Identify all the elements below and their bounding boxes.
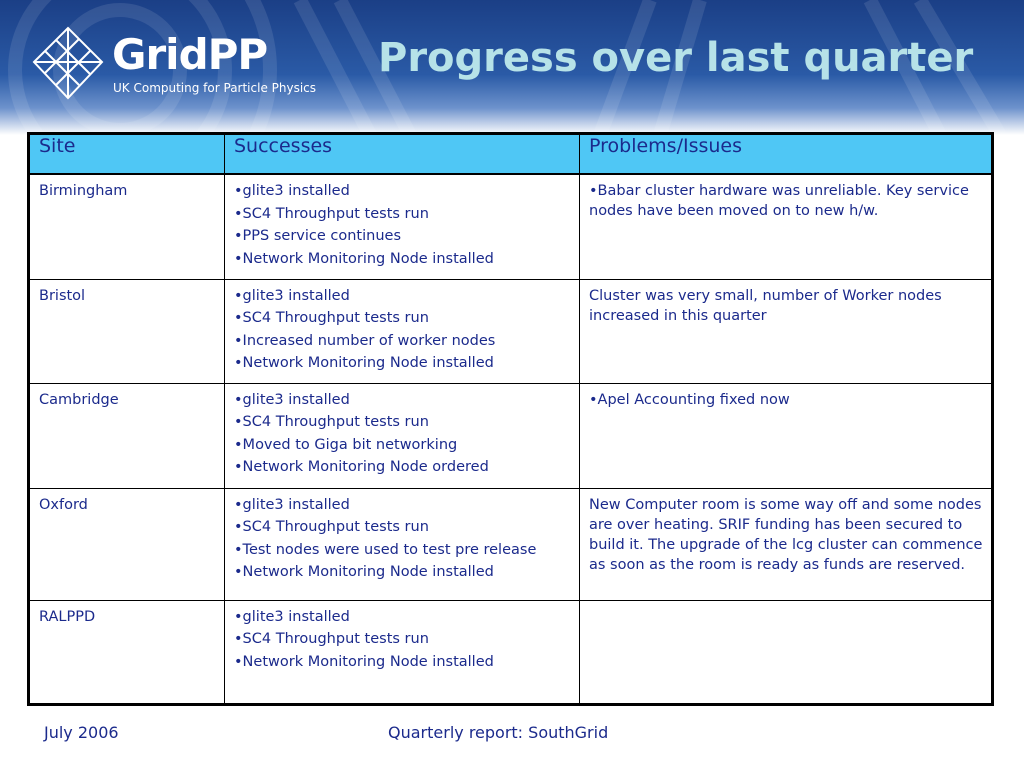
success-item: •glite3 installed [234, 608, 350, 625]
problems-cell: Cluster was very small, number of Worker… [579, 278, 993, 384]
successes-cell: •glite3 installed •SC4 Throughput tests … [224, 382, 580, 489]
successes-cell: •glite3 installed •SC4 Throughput tests … [224, 599, 580, 705]
success-item: •Network Monitoring Node installed [234, 250, 494, 267]
problems-cell: •Apel Accounting fixed now [579, 382, 993, 489]
column-header-site: Site [28, 133, 225, 175]
successes-cell: •glite3 installed •SC4 Throughput tests … [224, 487, 580, 601]
column-header-successes: Successes [224, 133, 580, 175]
site-cell: RALPPD [28, 599, 225, 705]
slide-title: Progress over last quarter [378, 35, 974, 81]
grid-logo-icon [32, 26, 104, 100]
success-item: •Moved to Giga bit networking [234, 436, 458, 453]
success-item: •Network Monitoring Node installed [234, 653, 494, 670]
table-row: Oxford •glite3 installed •SC4 Throughput… [28, 487, 993, 601]
problems-cell [579, 599, 993, 705]
success-item: •SC4 Throughput tests run [234, 310, 429, 326]
success-item: •PPS service continues [234, 228, 402, 244]
problems-cell: •Babar cluster hardware was unreliable. … [579, 173, 993, 280]
successes-cell: •glite3 installed •SC4 Throughput tests … [224, 173, 580, 280]
table-row: Cambridge •glite3 installed •SC4 Through… [28, 382, 993, 489]
background-graphic [8, 0, 1007, 135]
success-item: •SC4 Throughput tests run [234, 519, 429, 535]
table-row: Bristol •glite3 installed •SC4 Throughpu… [28, 278, 993, 384]
success-item: •Network Monitoring Node ordered [234, 459, 489, 475]
successes-cell: •glite3 installed •SC4 Throughput tests … [224, 278, 580, 384]
table-header-row: Site Successes Problems/Issues [28, 133, 993, 175]
success-item: •Increased number of worker nodes [234, 332, 496, 349]
success-item: •SC4 Throughput tests run [234, 631, 429, 647]
logo-subtitle: UK Computing for Particle Physics [113, 81, 317, 95]
success-item: •Network Monitoring Node installed [234, 355, 494, 371]
success-item: •SC4 Throughput tests run [234, 414, 429, 430]
success-item: •glite3 installed [234, 287, 350, 304]
gridpp-logo-text: GridPP [112, 30, 268, 79]
progress-table: Site Successes Problems/Issues Birmingha… [27, 132, 994, 706]
success-item: •glite3 installed [234, 391, 350, 408]
success-item: •glite3 installed [234, 496, 350, 513]
problems-cell: New Computer room is some way off and so… [579, 487, 993, 601]
site-cell: Birmingham [28, 173, 225, 280]
footer-report-title: Quarterly report: SouthGrid [388, 723, 609, 742]
slide-header: GridPP UK Computing for Particle Physics… [0, 0, 1024, 135]
footer-date: July 2006 [44, 723, 119, 742]
site-cell: Bristol [28, 278, 225, 384]
success-item: •glite3 installed [234, 183, 350, 199]
table-row: RALPPD •glite3 installed •SC4 Throughput… [28, 599, 993, 705]
success-item: •Network Monitoring Node installed [234, 564, 494, 580]
site-cell: Cambridge [28, 382, 225, 489]
site-cell: Oxford [28, 487, 225, 601]
success-item: •Test nodes were used to test pre releas… [234, 541, 537, 558]
success-item: •SC4 Throughput tests run [234, 205, 429, 222]
table-row: Birmingham •glite3 installed •SC4 Throug… [28, 173, 993, 280]
column-header-problems: Problems/Issues [579, 133, 993, 175]
